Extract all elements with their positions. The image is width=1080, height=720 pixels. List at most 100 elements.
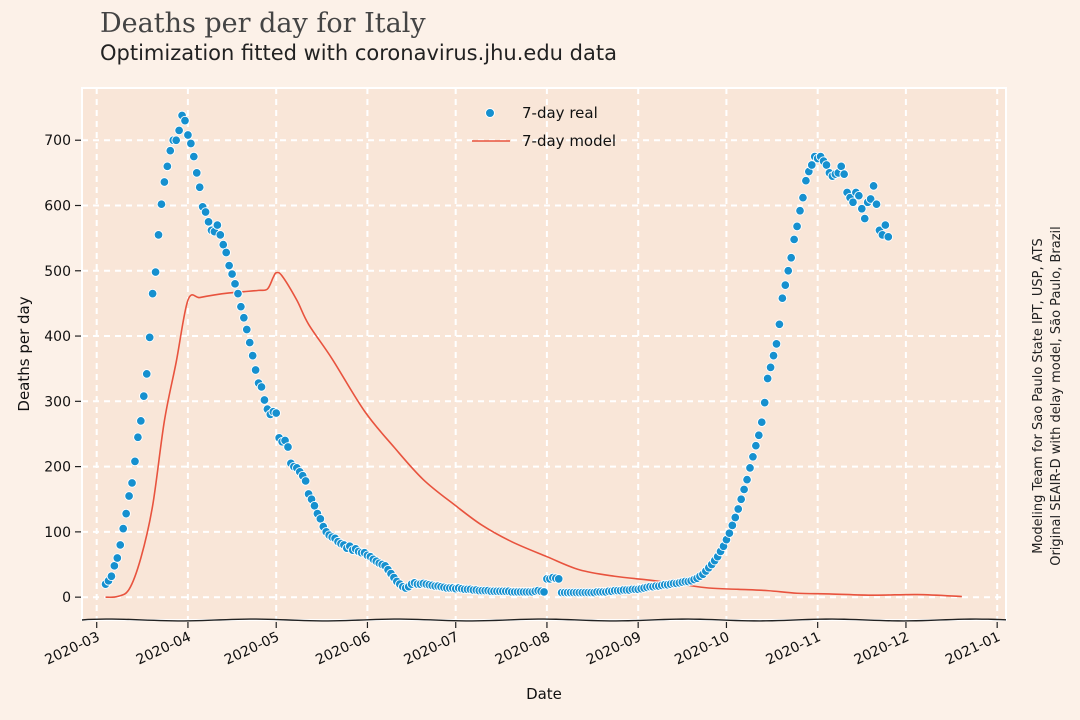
real-data-point	[139, 391, 149, 401]
real-data-point	[189, 151, 199, 162]
chart-subtitle: Optimization fitted with coronavirus.jhu…	[100, 41, 617, 65]
real-data-point	[765, 362, 776, 373]
y-axis-ticks: 0 100 200 300 400 500 600 700	[44, 133, 81, 606]
real-data-point	[115, 540, 125, 550]
real-data-point	[742, 474, 752, 485]
real-data-point	[759, 397, 770, 408]
real-data-point	[762, 373, 773, 384]
real-data-point	[807, 160, 817, 170]
chart-title: Deaths per day for Italy	[100, 8, 426, 39]
real-data-point	[203, 217, 214, 227]
real-data-point	[244, 337, 255, 348]
x-axis-line	[81, 618, 1007, 622]
real-data-point	[786, 252, 796, 263]
real-data-point	[186, 138, 196, 149]
real-data-point	[250, 365, 261, 375]
real-data-point	[218, 239, 228, 250]
legend-model-label: 7-day model	[522, 132, 616, 150]
real-data-point	[247, 350, 258, 361]
legend-real-label: 7-day real	[522, 104, 598, 122]
real-data-point	[774, 319, 785, 330]
real-data-point	[309, 501, 320, 511]
real-data-point	[539, 587, 549, 597]
real-data-point	[771, 339, 782, 349]
real-data-point	[754, 430, 764, 441]
real-data-point	[745, 463, 755, 473]
real-data-point	[283, 442, 293, 452]
real-data-point	[727, 520, 738, 531]
real-data-point	[153, 230, 164, 240]
real-data-point	[256, 382, 267, 392]
real-data-point	[736, 494, 746, 504]
real-data-point	[147, 288, 158, 299]
real-data-point	[127, 478, 137, 488]
real-data-point	[315, 514, 326, 524]
real-data-point	[789, 234, 799, 245]
real-data-point	[757, 417, 767, 427]
real-data-point	[730, 512, 741, 523]
real-data-point	[780, 280, 791, 290]
y-tick-label: 100	[44, 525, 71, 541]
real-data-point	[236, 301, 246, 312]
real-data-point	[751, 440, 761, 451]
real-data-point	[109, 561, 120, 571]
plot-area	[81, 87, 1007, 621]
real-data-point	[239, 313, 249, 323]
real-data-point	[130, 456, 140, 467]
real-data-point	[174, 125, 184, 136]
real-data-point	[192, 168, 202, 178]
real-data-point	[836, 161, 846, 172]
real-data-point	[748, 452, 758, 462]
real-data-point	[133, 432, 143, 442]
real-data-point	[271, 408, 281, 418]
real-data-point	[200, 207, 211, 217]
real-data-point	[733, 504, 743, 514]
real-data-point	[860, 213, 870, 224]
gridlines	[82, 88, 1006, 620]
credit-line-2: Original SEAIR-D with delay model, São P…	[1049, 226, 1064, 566]
y-tick-label: 700	[44, 133, 71, 149]
real-data-point	[795, 205, 805, 216]
model-series-line	[105, 271, 962, 599]
real-data-point	[162, 161, 173, 172]
real-data-point	[141, 369, 152, 379]
real-data-point	[868, 181, 879, 191]
real-data-point	[871, 199, 882, 209]
real-data-point	[118, 523, 128, 534]
real-data-point	[848, 197, 858, 207]
real-data-point	[227, 269, 237, 279]
real-data-point	[854, 190, 864, 201]
real-data-point	[112, 553, 123, 563]
real-data-point	[883, 232, 894, 242]
real-data-point	[739, 484, 749, 495]
x-axis-label: Date	[526, 685, 562, 703]
y-tick-label: 200	[44, 460, 71, 476]
y-tick-label: 300	[44, 394, 71, 410]
real-data-point	[553, 574, 564, 584]
real-data-point	[801, 175, 811, 186]
real-data-point	[212, 220, 223, 230]
real-series-points	[100, 110, 894, 598]
y-tick-label: 600	[44, 199, 71, 215]
y-tick-label: 400	[44, 329, 71, 345]
real-data-point	[821, 160, 832, 170]
real-data-point	[230, 279, 240, 289]
credit-line-1: Modeling Team for Sao Paulo State IPT, U…	[1031, 238, 1046, 554]
real-data-point	[233, 288, 243, 299]
real-data-point	[144, 332, 155, 343]
real-data-point	[215, 230, 226, 240]
real-data-point	[792, 221, 802, 232]
legend-real-marker	[485, 108, 495, 118]
real-data-point	[300, 476, 311, 486]
real-data-point	[242, 324, 252, 335]
real-data-point	[224, 260, 234, 271]
legend: 7-day real 7-day model	[472, 104, 616, 150]
real-data-point	[777, 293, 788, 303]
real-data-point	[165, 145, 176, 156]
real-data-point	[259, 395, 270, 405]
real-data-point	[106, 571, 117, 582]
real-data-point	[768, 350, 779, 361]
real-data-point	[724, 528, 735, 538]
real-data-point	[221, 247, 231, 258]
y-tick-label: 0	[62, 590, 71, 606]
